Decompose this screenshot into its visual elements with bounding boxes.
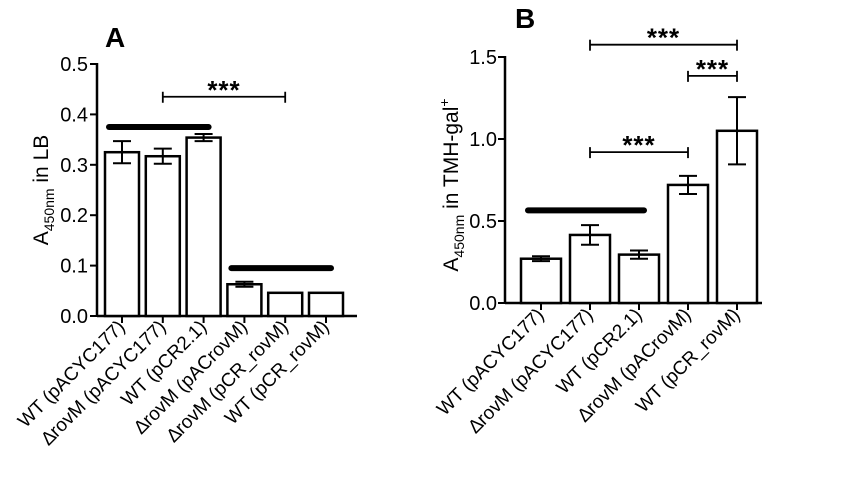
panel-a-significance-label: *** [207,75,240,105]
panel-b-marks: 0.00.51.01.5WT (pACYC177)∆rovM (pACYC177… [433,23,762,438]
panel-b-significance-bracket: *** [687,54,738,84]
panel-a-ytick-label: 0.4 [60,104,88,126]
panel-b-letter: B [515,3,535,34]
panel-b-ylabel-sub: 450nm [451,215,467,258]
panel-a-ytick-label: 0.3 [60,155,88,177]
panel-a-bar [266,291,304,318]
panel-b-ytick-label: 1.5 [469,47,497,69]
panel-a-error-bar [113,140,131,165]
panel-a-ytick-label: 0.5 [60,54,88,76]
panel-a-error-bar [153,147,172,165]
panel-b-significance-label: *** [647,23,680,53]
panel-a-ylabel-main: A [30,231,53,245]
panel-b-error-bar [581,224,599,246]
panel-b-ylabel: A450nm in TMH-gal+ [436,98,467,271]
panel-b-ylabel-sup: + [436,98,452,106]
panel-b-ylabel-rest: in TMH-gal [440,107,463,215]
panel-b-significance-bracket: *** [589,23,738,53]
panel-a-ylabel-rest: in LB [30,135,53,189]
panel-b-error-bar [630,249,648,260]
panel-a-significance-bracket: *** [161,75,287,105]
panel-a-ytick-label: 0.2 [60,205,88,227]
panel-a-bar [144,154,182,318]
panel-b-error-bar [728,96,746,166]
panel-a-bar [307,291,345,318]
panel-a-letter: A [105,22,125,53]
panel-b-ylabel-main: A [440,258,463,272]
panel-a-marks: 0.00.10.20.30.40.5WT (pACYC177)∆rovM (pA… [14,54,357,450]
panel-b-ytick-label: 1.0 [469,129,497,151]
panel-a: A A450nm in LB 0.00.10.20.30.40.5WT (pAC… [14,22,357,450]
panel-b-ytick-label: 0.0 [469,293,497,315]
panel-b-ytick-label: 0.5 [469,211,497,233]
panel-a-bar [103,150,141,318]
panel-b-significance-label: *** [696,54,729,84]
panel-b-significance-label: *** [622,130,655,160]
panel-a-error-bar [235,280,254,288]
panel-a-bar [226,282,263,318]
panel-b-significance-bracket: *** [589,130,689,160]
panel-b-bar [666,183,710,305]
panel-a-ytick-label: 0.1 [60,256,88,278]
panel-b-bar [617,253,661,305]
panel-b-bar [519,257,563,305]
panel-b-bar [715,129,759,305]
panel-a-ytick-label: 0.0 [60,306,88,328]
panel-a-bar [185,136,222,318]
panel-a-ylabel-sub: 450nm [41,188,57,231]
panel-a-error-bar [194,133,213,143]
panel-b-error-bar [679,174,697,195]
panel-a-ylabel: A450nm in LB [30,135,57,246]
panel-b-error-bar [532,255,550,263]
panel-b: B A450nm in TMH-gal+ 0.00.51.01.5WT (pAC… [433,3,762,438]
